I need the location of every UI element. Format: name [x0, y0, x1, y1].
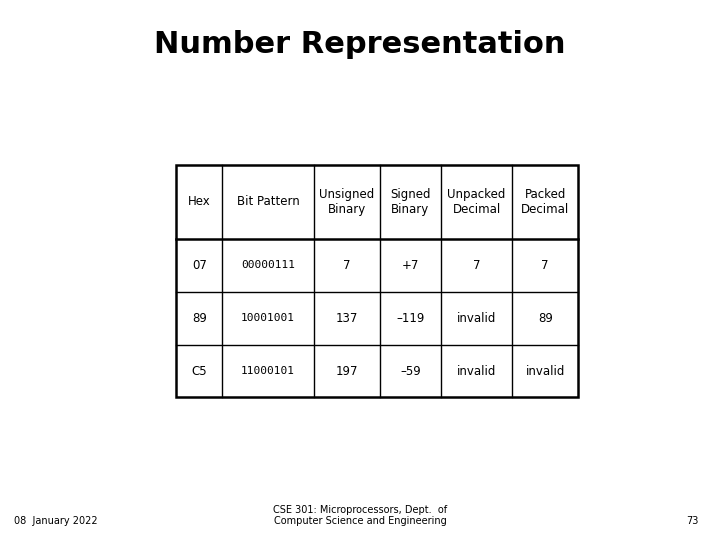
- Text: –59: –59: [400, 364, 420, 377]
- Text: 11000101: 11000101: [241, 366, 295, 376]
- Text: Unsigned
Binary: Unsigned Binary: [319, 188, 374, 216]
- Text: –119: –119: [396, 312, 425, 325]
- Text: invalid: invalid: [526, 364, 565, 377]
- Text: C5: C5: [192, 364, 207, 377]
- Text: invalid: invalid: [457, 364, 496, 377]
- Text: Signed
Binary: Signed Binary: [390, 188, 431, 216]
- Text: 7: 7: [473, 259, 480, 272]
- Text: 07: 07: [192, 259, 207, 272]
- Text: 89: 89: [538, 312, 553, 325]
- Text: Packed
Decimal: Packed Decimal: [521, 188, 570, 216]
- Text: Hex: Hex: [188, 195, 211, 208]
- Text: 137: 137: [336, 312, 358, 325]
- Text: CSE 301: Microprocessors, Dept.  of
Computer Science and Engineering: CSE 301: Microprocessors, Dept. of Compu…: [273, 505, 447, 526]
- Text: 08  January 2022: 08 January 2022: [14, 516, 98, 526]
- Text: Bit Pattern: Bit Pattern: [237, 195, 300, 208]
- Text: 197: 197: [336, 364, 358, 377]
- Text: Number Representation: Number Representation: [154, 30, 566, 59]
- Text: 73: 73: [686, 516, 698, 526]
- Bar: [176, 165, 578, 397]
- Text: Unpacked
Decimal: Unpacked Decimal: [447, 188, 505, 216]
- Text: +7: +7: [402, 259, 419, 272]
- Text: 10001001: 10001001: [241, 313, 295, 323]
- Text: 7: 7: [541, 259, 549, 272]
- Text: 7: 7: [343, 259, 351, 272]
- Text: invalid: invalid: [457, 312, 496, 325]
- Text: 00000111: 00000111: [241, 260, 295, 271]
- Text: 89: 89: [192, 312, 207, 325]
